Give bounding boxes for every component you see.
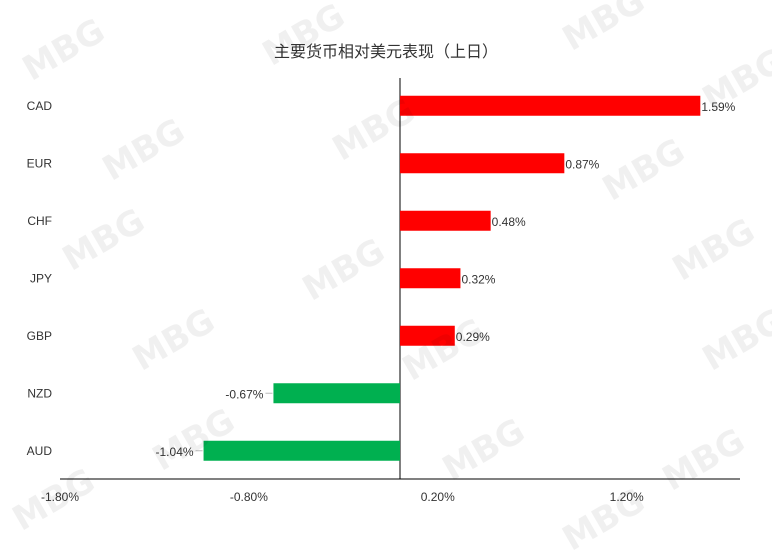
category-label: CAD	[27, 99, 53, 113]
category-label: CHF	[27, 214, 52, 228]
data-label: 0.87%	[565, 157, 599, 171]
category-label: AUD	[27, 444, 53, 458]
category-label: NZD	[27, 386, 52, 400]
data-label: 0.29%	[456, 330, 490, 344]
bar-chf	[400, 210, 491, 231]
bar-jpy	[400, 268, 461, 289]
category-label: EUR	[27, 156, 53, 170]
category-label: GBP	[27, 329, 52, 343]
chart: 主要货币相对美元表现（上日） -1.80% -0.80% 0.20% 1.20% CAD…	[6, 0, 772, 559]
data-label: 0.32%	[461, 272, 495, 286]
bar-gbp	[400, 325, 455, 346]
x-tick-label: -1.80%	[41, 490, 79, 504]
bar-cad	[400, 95, 701, 116]
x-tick-label: 0.20%	[421, 490, 455, 504]
data-label: 0.48%	[492, 215, 526, 229]
x-tick-label: 1.20%	[610, 490, 644, 504]
data-label: -0.67%	[225, 387, 263, 401]
x-tick-label: -0.80%	[230, 490, 268, 504]
data-label: 1.59%	[701, 100, 735, 114]
data-label: -1.04%	[156, 445, 194, 459]
bar-eur	[400, 153, 565, 174]
category-label: JPY	[30, 271, 52, 285]
chart-title: 主要货币相对美元表现（上日）	[273, 42, 498, 61]
bar-nzd	[273, 383, 400, 404]
chart-plot-area: -1.80% -0.80% 0.20% 1.20% CAD 1.59% EUR 0.87% CH…	[27, 78, 740, 504]
bar-aud	[203, 440, 400, 461]
